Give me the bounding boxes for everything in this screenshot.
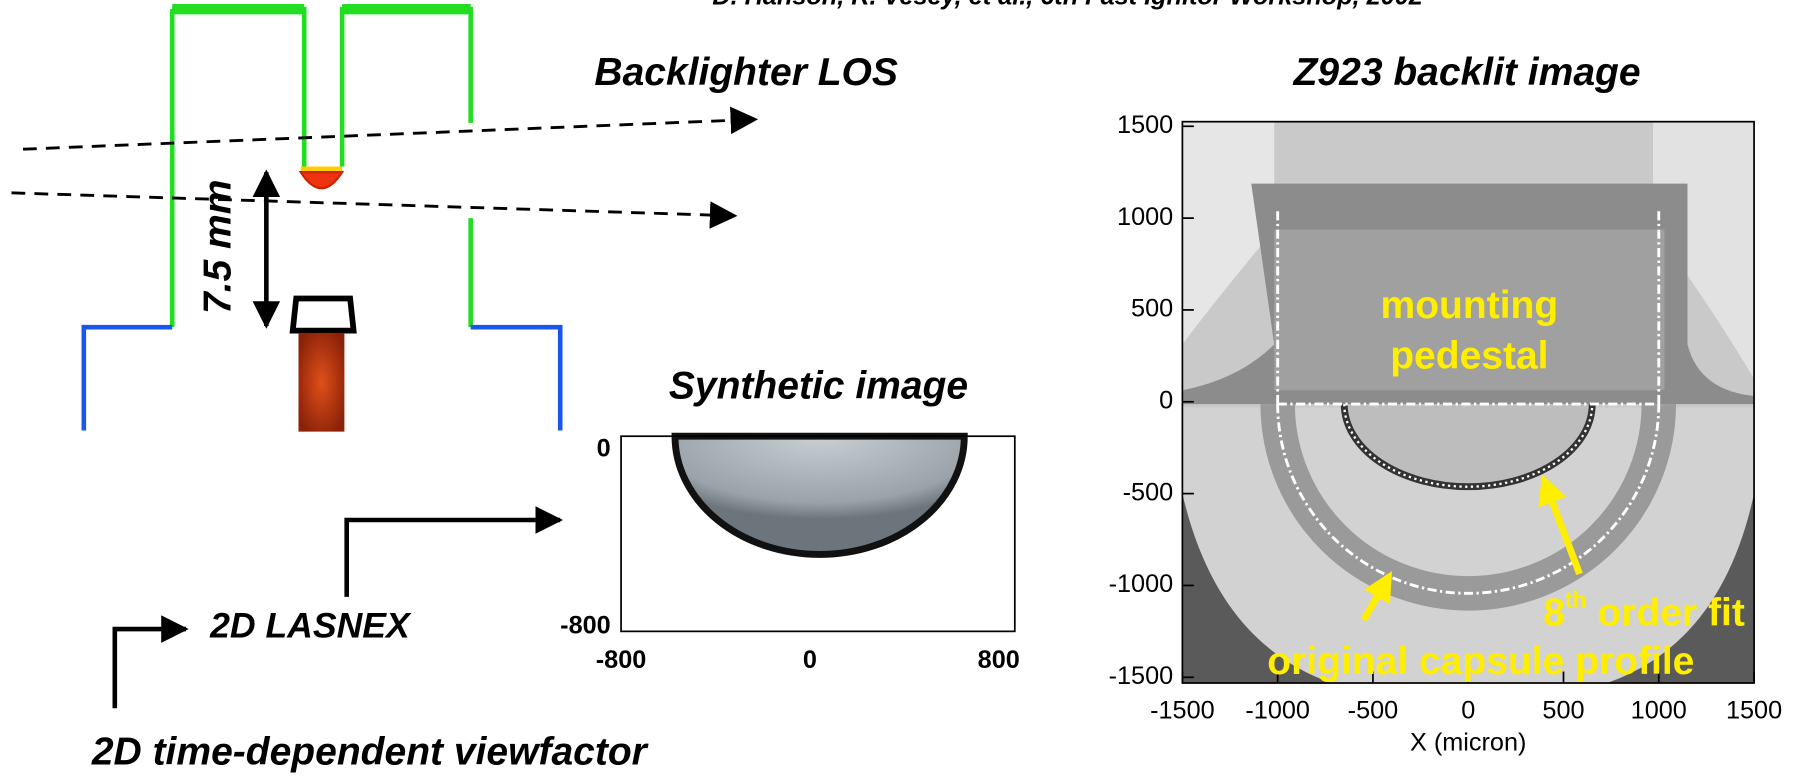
page: {"citation": "D. Hanson, R. Vesey, et al… bbox=[0, 0, 1800, 776]
x-tick-label: 1500 bbox=[1726, 696, 1782, 724]
lasnex-label: 2D LASNEX bbox=[209, 605, 412, 645]
annotation: mounting bbox=[1381, 284, 1559, 327]
slide: D. Hanson, R. Vesey, et al., 6th Fast Ig… bbox=[0, 0, 1800, 776]
x-tick-label: -1000 bbox=[1245, 696, 1310, 724]
y-tick-label: 0 bbox=[597, 435, 611, 463]
synthetic-title: Synthetic image bbox=[669, 364, 968, 407]
y-tick-label: -1000 bbox=[1109, 570, 1174, 598]
x-tick-label: 0 bbox=[1461, 696, 1475, 724]
citation: D. Hanson, R. Vesey, et al., 6th Fast Ig… bbox=[712, 0, 1422, 11]
y-tick-label: -800 bbox=[560, 611, 611, 639]
x-axis-label: X (micron) bbox=[1410, 729, 1526, 757]
arrow bbox=[347, 520, 561, 597]
annotation-part: order fit bbox=[1587, 592, 1745, 635]
y-tick-label: 0 bbox=[1159, 386, 1173, 414]
backlit-title: Z923 backlit image bbox=[1293, 51, 1641, 94]
distance-label: 7.5 mm bbox=[197, 180, 240, 314]
synthetic-plot bbox=[621, 436, 1015, 631]
y-tick-label: 1000 bbox=[1117, 203, 1173, 231]
x-tick-label: -1500 bbox=[1150, 696, 1215, 724]
y-tick-label: -1500 bbox=[1109, 662, 1174, 690]
x-tick-label: 0 bbox=[803, 646, 817, 674]
arrow bbox=[115, 629, 186, 708]
x-tick-label: 1000 bbox=[1631, 696, 1687, 724]
los-label: Backlighter LOS bbox=[594, 51, 898, 94]
x-tick-label: -500 bbox=[1348, 696, 1399, 724]
annotation-superscript: th bbox=[1565, 587, 1587, 613]
y-tick-label: 500 bbox=[1131, 295, 1173, 323]
x-tick-label: 500 bbox=[1542, 696, 1584, 724]
x-tick-label: 800 bbox=[978, 646, 1020, 674]
viewfactor-label: 2D time-dependent viewfactor bbox=[91, 731, 649, 774]
annotation-part: 8 bbox=[1543, 592, 1565, 635]
annotation: pedestal bbox=[1390, 334, 1548, 377]
annotation: original capsule profile bbox=[1267, 640, 1694, 683]
x-tick-label: -800 bbox=[596, 646, 647, 674]
y-tick-label: 1500 bbox=[1117, 111, 1173, 139]
y-tick-label: -500 bbox=[1123, 478, 1174, 506]
